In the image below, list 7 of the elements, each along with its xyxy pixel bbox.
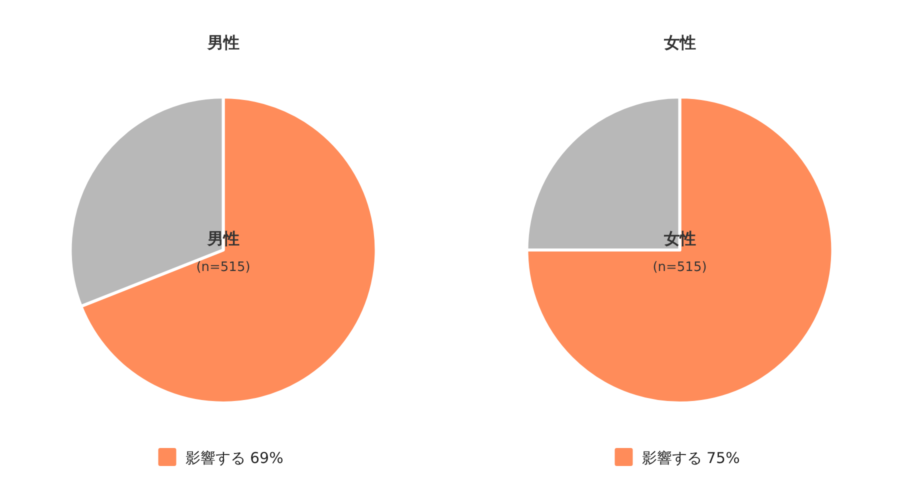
legend-label: 影響する 75% <box>642 449 740 467</box>
chart-title: 男性 <box>206 33 240 52</box>
chart-title: 女性 <box>662 33 696 52</box>
pie-slice <box>525 96 834 404</box>
text: (n=515) <box>196 260 250 275</box>
text: (n=515) <box>652 260 707 275</box>
legend-label: 影響する 69% <box>185 449 284 467</box>
